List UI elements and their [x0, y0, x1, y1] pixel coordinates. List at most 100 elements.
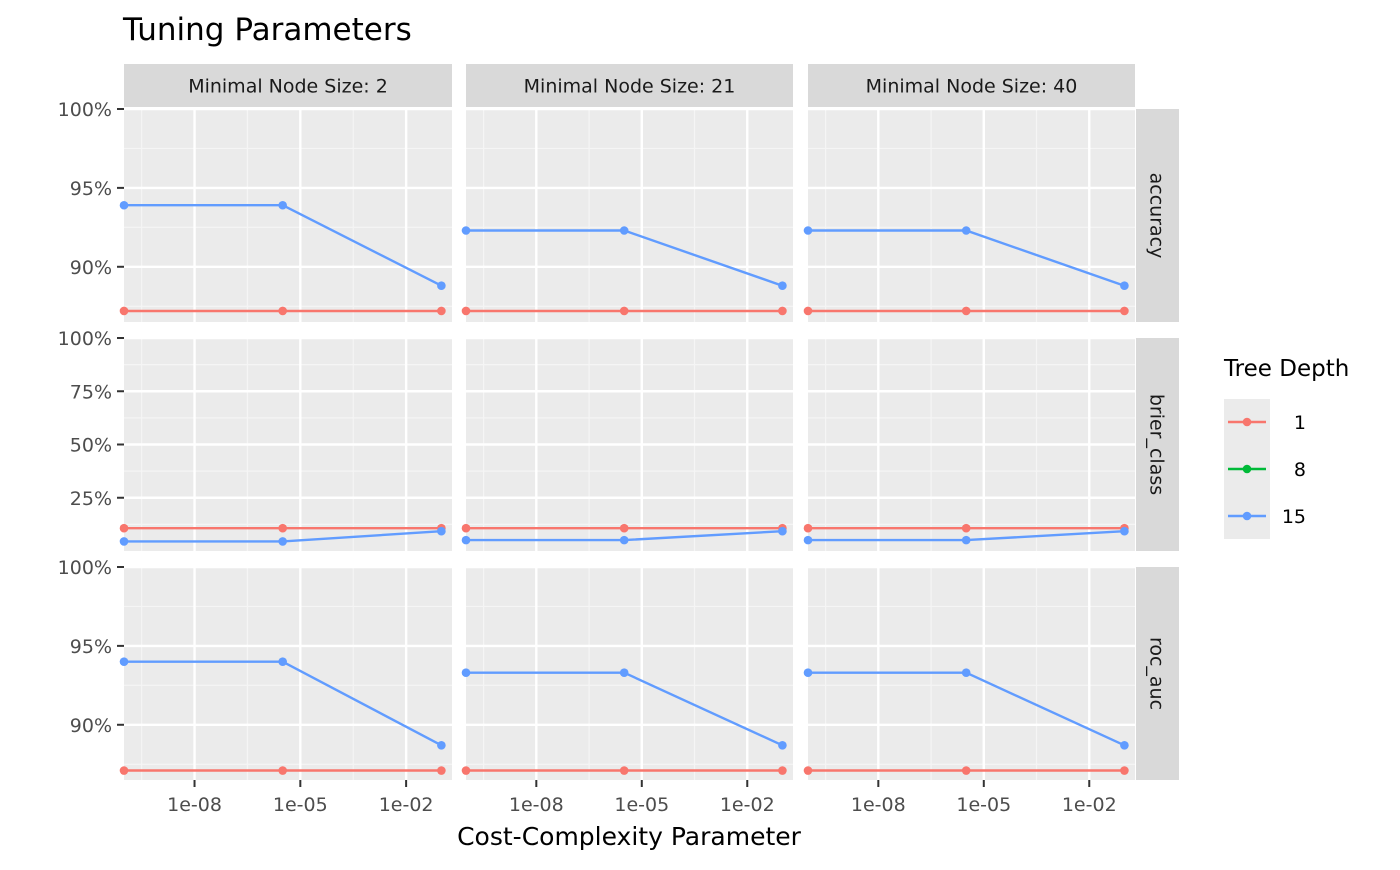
panel-background	[124, 109, 452, 322]
facet-strip-col-label: Minimal Node Size: 2	[188, 76, 388, 98]
data-point-depth-1	[1120, 766, 1129, 775]
data-point-depth-1	[278, 766, 287, 775]
x-tick-label: 1e-08	[167, 794, 222, 816]
data-point-depth-15	[278, 537, 287, 546]
x-tick-label: 1e-02	[720, 794, 775, 816]
data-point-depth-15	[437, 281, 446, 291]
facet-strip-col-2	[808, 64, 1135, 107]
data-point-depth-1	[119, 523, 129, 533]
data-point-depth-1	[278, 306, 287, 316]
data-point-depth-1	[803, 306, 813, 316]
y-tick-label: 100%	[58, 99, 112, 121]
x-tick-label: 1e-02	[379, 794, 434, 816]
panel-r2-c2	[803, 565, 1135, 780]
panel-r1-c2	[803, 336, 1135, 551]
facet-strip-row-2	[1136, 567, 1179, 780]
y-tick-label: 95%	[70, 178, 112, 200]
data-point-depth-15	[961, 226, 971, 235]
facet-strip-col-label: Minimal Node Size: 21	[524, 76, 736, 98]
facet-strip-row-1	[1136, 338, 1179, 551]
panel-r1-c0	[119, 336, 452, 551]
data-point-depth-15	[803, 535, 813, 545]
data-point-depth-1	[119, 766, 129, 775]
facet-strip-row-0	[1136, 109, 1179, 322]
chart-title: Tuning Parameters	[122, 12, 412, 48]
x-axis-title: Cost-Complexity Parameter	[457, 822, 802, 851]
data-point-depth-1	[803, 766, 813, 775]
panel-r0-c2	[803, 107, 1135, 322]
y-tick-label: 25%	[70, 488, 112, 510]
facet-strip-row-label: roc_auc	[1146, 637, 1168, 710]
data-point-depth-15	[119, 200, 129, 210]
data-point-depth-15	[619, 535, 629, 545]
data-point-depth-1	[778, 766, 787, 775]
legend-label: 8	[1294, 459, 1306, 481]
data-point-depth-15	[961, 668, 971, 678]
y-tick-label: 100%	[58, 557, 112, 579]
x-tick-label: 1e-08	[509, 794, 564, 816]
data-point-depth-1	[461, 306, 471, 316]
panels-layer: Minimal Node Size: 2 Minimal Node Size: 2…	[58, 64, 1179, 816]
panel-background	[808, 109, 1135, 322]
data-point-depth-15	[778, 281, 787, 291]
data-point-depth-15	[278, 200, 287, 210]
data-point-depth-1	[803, 523, 813, 533]
x-tick-label: 1e-08	[851, 794, 906, 816]
panel-r2-c1	[461, 565, 793, 780]
data-point-depth-15	[803, 226, 813, 235]
data-point-depth-1	[119, 306, 129, 316]
data-point-depth-1	[619, 766, 629, 775]
data-point-depth-15	[119, 537, 129, 546]
data-point-depth-15	[803, 668, 813, 678]
x-tick-label: 1e-02	[1062, 794, 1117, 816]
data-point-depth-1	[619, 306, 629, 316]
y-tick-label: 90%	[70, 715, 112, 737]
legend-key-point	[1242, 464, 1252, 474]
y-tick-label: 75%	[70, 381, 112, 403]
facet-strip-col-label: Minimal Node Size: 40	[866, 76, 1078, 98]
data-point-depth-15	[778, 526, 787, 536]
data-point-depth-15	[461, 226, 471, 235]
data-point-depth-15	[1120, 740, 1129, 750]
data-point-depth-1	[961, 766, 971, 775]
panel-r2-c0	[119, 565, 452, 780]
data-point-depth-1	[961, 523, 971, 533]
x-tick-label: 1e-05	[614, 794, 669, 816]
legend-title: Tree Depth	[1223, 356, 1349, 382]
facet-strip-row-label: brier_class	[1146, 394, 1168, 495]
data-point-depth-1	[278, 523, 287, 533]
legend-key-point	[1242, 417, 1252, 427]
data-point-depth-15	[278, 657, 287, 666]
legend-label: 15	[1282, 506, 1306, 528]
data-point-depth-1	[778, 306, 787, 316]
data-point-depth-15	[1120, 281, 1129, 291]
panel-r0-c1	[461, 107, 793, 322]
data-point-depth-15	[461, 668, 471, 678]
data-point-depth-1	[961, 306, 971, 316]
y-tick-label: 90%	[70, 257, 112, 279]
data-point-depth-15	[961, 535, 971, 545]
y-tick-label: 50%	[70, 435, 112, 457]
legend-key-point	[1242, 511, 1252, 521]
data-point-depth-1	[619, 523, 629, 533]
data-point-depth-15	[778, 740, 787, 750]
facet-strip-col-0	[124, 64, 452, 107]
x-tick-label: 1e-05	[956, 794, 1011, 816]
panel-background	[124, 567, 452, 780]
data-point-depth-15	[437, 740, 446, 750]
data-point-depth-15	[437, 526, 446, 536]
facet-strip-col-1	[466, 64, 793, 107]
y-tick-label: 95%	[70, 636, 112, 658]
y-tick-label: 100%	[58, 328, 112, 350]
data-point-depth-15	[619, 668, 629, 678]
x-tick-label: 1e-05	[273, 794, 328, 816]
data-point-depth-15	[1120, 526, 1129, 536]
data-point-depth-1	[437, 306, 446, 316]
data-point-depth-1	[461, 766, 471, 775]
panel-r1-c1	[461, 336, 793, 551]
data-point-depth-1	[1120, 306, 1129, 316]
data-point-depth-1	[437, 766, 446, 775]
